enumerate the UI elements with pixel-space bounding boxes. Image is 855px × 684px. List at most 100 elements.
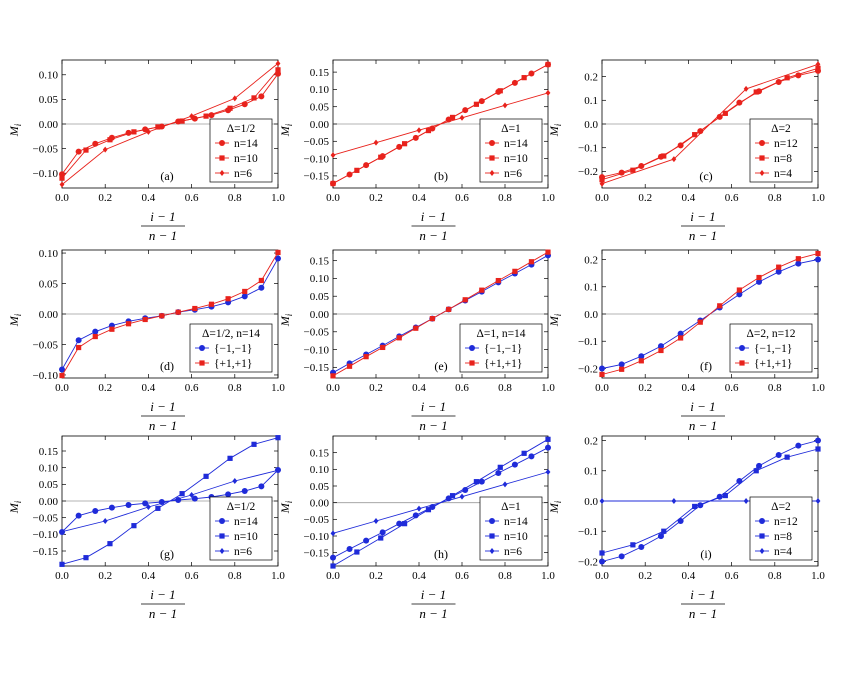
y-axis-label-main: M	[547, 502, 561, 514]
data-point	[208, 301, 215, 307]
y-tick-label: 0.15	[310, 255, 330, 267]
data-point	[473, 479, 480, 485]
legend-title: Δ=1	[501, 501, 521, 513]
y-axis-label-sub: i	[553, 313, 563, 316]
data-point	[378, 154, 384, 160]
legend-swatch-marker	[489, 533, 495, 539]
data-point	[179, 491, 185, 497]
data-point	[179, 118, 185, 124]
y-tick-label: −0.2	[578, 363, 598, 375]
data-point	[146, 504, 151, 510]
x-tick-label: 0.8	[498, 570, 512, 582]
data-point	[658, 347, 664, 354]
data-point	[396, 520, 403, 527]
legend-swatch-marker	[759, 518, 765, 524]
data-point	[502, 102, 508, 109]
y-tick-label: 0.00	[39, 309, 59, 321]
data-point	[528, 259, 535, 265]
data-point	[545, 89, 551, 96]
x-tick-label: 1.0	[541, 570, 555, 582]
x-axis-label-numerator: i − 1	[150, 209, 175, 224]
data-point	[258, 277, 264, 284]
data-point	[638, 358, 644, 364]
x-tick-label: 1.0	[811, 382, 825, 394]
x-tick-label: 0.2	[369, 382, 383, 394]
legend-entry: n=14	[234, 516, 258, 528]
y-tick-label: 0.10	[310, 464, 330, 476]
data-point	[401, 521, 408, 527]
panel-g: 0.0 0.2 0.4 0.6 0.8 1.0 −0.15 −0.10 −0.05 0.00 0.0…	[7, 435, 285, 621]
data-point	[251, 95, 257, 101]
data-point	[203, 473, 209, 479]
data-point	[189, 113, 194, 120]
legend-swatch-marker	[759, 170, 765, 176]
y-axis-label: Mi	[278, 313, 294, 327]
y-axis-label-sub: i	[13, 313, 23, 316]
y-axis-label-main: M	[278, 502, 292, 514]
data-point	[203, 113, 209, 119]
data-point	[275, 435, 281, 441]
series-n6	[330, 89, 551, 159]
legend-entry: n=10	[234, 531, 258, 543]
x-tick-label: 0.0	[326, 192, 340, 204]
data-point	[521, 450, 527, 456]
legend-swatch-marker	[759, 155, 765, 161]
series-line	[61, 469, 279, 533]
data-point	[619, 366, 625, 372]
series-line	[61, 252, 279, 376]
x-axis-label-numerator: i − 1	[421, 209, 446, 224]
x-axis-label-numerator: i − 1	[150, 399, 175, 414]
y-tick-label: 0.00	[39, 119, 59, 131]
data-point	[776, 264, 782, 270]
y-axis-label: Mi	[547, 123, 563, 137]
data-point	[599, 371, 605, 378]
data-point	[545, 61, 551, 68]
y-axis-label-main: M	[7, 125, 21, 137]
data-point	[83, 147, 89, 153]
y-tick-label: −0.05	[304, 136, 330, 148]
y-axis-label-sub: i	[284, 500, 294, 503]
y-tick-label: −0.10	[304, 153, 330, 165]
y-tick-label: 0.15	[310, 447, 330, 459]
y-tick-label: −0.10	[304, 531, 330, 543]
x-axis-label-numerator: i − 1	[690, 399, 715, 414]
x-axis-label-numerator: i − 1	[150, 587, 175, 602]
data-point	[815, 446, 821, 452]
data-point	[599, 177, 605, 183]
y-axis-label-main: M	[7, 502, 21, 514]
data-point	[599, 180, 605, 187]
data-point	[102, 518, 108, 524]
y-tick-label: 0.0	[584, 496, 598, 508]
x-tick-label: 0.4	[142, 382, 156, 394]
data-point	[545, 436, 551, 442]
data-point	[722, 110, 728, 116]
y-axis-label-main: M	[278, 125, 292, 137]
data-point	[275, 249, 281, 256]
data-point	[671, 156, 677, 163]
x-tick-label: 0.6	[455, 570, 469, 582]
legend-swatch-marker	[489, 140, 495, 146]
x-axis-label-denominator: n − 1	[149, 418, 177, 433]
x-tick-label: 0.8	[768, 382, 782, 394]
x-tick-label: 0.8	[228, 570, 242, 582]
data-point	[815, 256, 821, 263]
legend-title: Δ=1, n=14	[476, 328, 525, 340]
legend-swatch-marker	[489, 155, 495, 161]
x-tick-label: 0.8	[498, 192, 512, 204]
legend-swatch-marker	[199, 345, 205, 351]
data-point	[241, 293, 248, 300]
data-point	[142, 316, 148, 323]
data-point	[330, 530, 336, 537]
data-point	[462, 487, 469, 493]
x-tick-label: 0.2	[369, 192, 383, 204]
data-point	[661, 153, 667, 159]
y-axis-label: Mi	[547, 500, 563, 514]
x-tick-label: 1.0	[811, 570, 825, 582]
y-axis-label-sub: i	[13, 123, 23, 126]
x-tick-label: 0.0	[55, 570, 69, 582]
data-point	[346, 546, 353, 552]
x-axis-label-numerator: i − 1	[421, 587, 446, 602]
panel-label: (e)	[434, 359, 447, 373]
data-point	[815, 61, 821, 68]
data-point	[346, 363, 353, 369]
